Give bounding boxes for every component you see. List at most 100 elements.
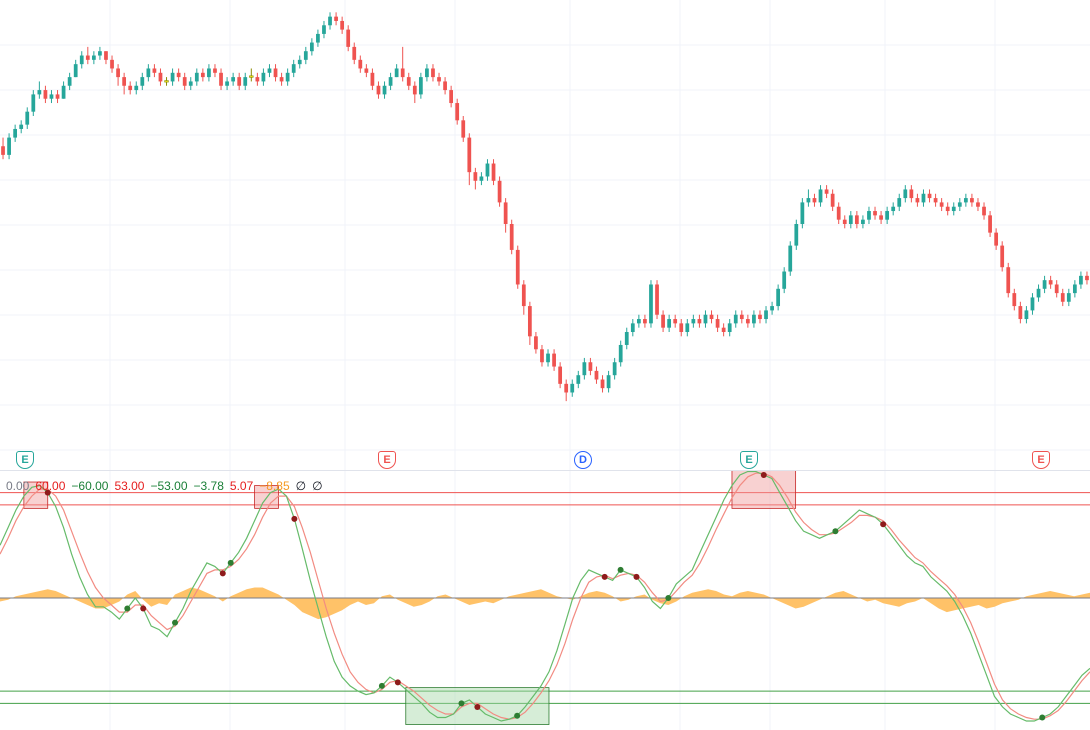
candle-body [643,319,647,324]
candle-body [85,55,90,60]
candle-body [1066,293,1071,302]
candle-body [842,219,847,224]
candle-body [116,68,120,78]
candle-body [291,64,296,73]
candle-body [673,319,678,324]
candle-body [243,77,248,86]
candle-body [745,319,750,324]
candle-body [382,85,387,95]
earnings-event-icon[interactable]: E [16,451,34,469]
candle-body [667,319,672,328]
bullish-cross-dot [1039,714,1046,721]
legend-value: 60.00 [35,479,66,493]
candle-body [721,327,726,332]
candle-body [412,85,417,95]
candle-body [739,314,744,320]
candle-body [1054,284,1059,294]
candle-body [558,366,563,384]
earnings-event-icon[interactable]: E [740,451,758,469]
candle-body [497,180,502,203]
candle-body [1042,280,1047,289]
pane-separator[interactable] [0,470,1090,471]
candle-body [207,68,211,78]
candle-body [976,202,980,207]
candle-body [297,59,302,65]
candle-body [788,245,793,272]
bullish-cross-dot [124,605,131,612]
dividend-event-icon[interactable]: D [574,451,592,469]
candle-body [752,314,756,324]
candle-body [73,64,78,78]
candle-body [406,77,411,86]
candle-body [122,77,127,86]
candle-body [970,198,974,203]
candle-body [1012,293,1017,307]
candle-body [164,80,169,83]
candle-body [503,202,508,224]
candle-body [649,284,653,324]
bearish-cross-dot [219,570,226,577]
earnings-event-icon[interactable]: E [378,451,396,469]
candle-body [1024,310,1029,320]
candle-body [527,306,532,337]
candle-body [564,383,569,393]
candle-body [963,198,968,203]
candle-body [661,314,665,328]
candle-body [1000,245,1005,268]
candle-body [49,94,54,99]
candle-body [988,215,992,233]
candle-body [1006,267,1011,294]
candle-body [67,77,72,86]
oscillator-pane[interactable] [0,471,1090,730]
candle-body [1036,288,1041,298]
candle-body [328,16,332,26]
price-pane[interactable] [0,0,1090,470]
bearish-cross-dot [474,703,481,710]
bullish-cross-dot [665,595,672,601]
candle-body [606,375,611,389]
candle-body [982,206,986,216]
candle-body [91,55,96,60]
candle-body [479,176,484,181]
candle-body [776,288,781,307]
candle-body [612,362,617,376]
candle-body [485,163,490,177]
candle-body [267,68,272,73]
bullish-cross-dot [172,619,179,626]
bearish-cross-dot [44,489,51,496]
candle-body [467,137,472,173]
candle-body [225,81,229,86]
candle-body [213,68,217,73]
bearish-cross-dot [601,573,608,580]
bearish-cross-dot [760,472,767,478]
candle-body [134,85,139,91]
candle-body [43,90,48,99]
candle-body [727,323,732,332]
candle-body [61,85,66,99]
candle-body [951,206,956,212]
candle-body [879,215,883,220]
candle-body [249,75,254,78]
candle-body [425,68,429,78]
candle-body [455,103,460,121]
candle-body [188,81,193,86]
candle-body [255,77,260,82]
earnings-event-icon[interactable]: E [1032,451,1050,469]
candle-body [546,353,550,363]
candle-body [443,81,447,91]
candle-body [19,124,24,129]
candle-body [273,68,278,78]
candle-body [231,77,236,82]
candle-body [13,128,18,138]
candle-body [170,72,175,82]
legend-value: ∅ [312,479,323,493]
candle-body [358,59,363,69]
candle-body [576,375,581,384]
candle-body [7,137,11,155]
candle-body [636,319,641,324]
candle-body [176,72,181,78]
candle-body [237,77,242,86]
bearish-cross-dot [633,573,640,580]
candle-body [824,189,829,194]
